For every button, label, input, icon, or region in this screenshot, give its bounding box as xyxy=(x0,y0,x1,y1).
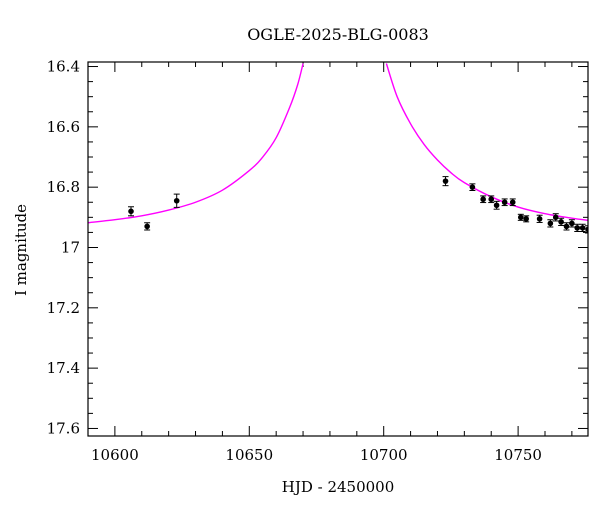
data-point xyxy=(442,178,449,184)
data-point xyxy=(558,219,564,225)
data-point xyxy=(552,214,559,221)
data-point xyxy=(574,225,581,231)
x-tick-label: 10750 xyxy=(494,446,542,464)
y-tick-label: 17.4 xyxy=(47,359,80,377)
data-point xyxy=(493,202,500,209)
data-point xyxy=(501,199,508,206)
data-point xyxy=(523,216,529,222)
chart-title: OGLE-2025-BLG-0083 xyxy=(247,25,429,44)
data-point xyxy=(488,196,495,203)
x-tick-label: 10700 xyxy=(360,446,408,464)
x-tick-label: 10600 xyxy=(91,446,139,464)
data-point xyxy=(480,196,486,203)
data-point xyxy=(585,226,588,233)
x-tick-label: 10650 xyxy=(225,446,273,464)
y-tick-label: 17.6 xyxy=(47,419,80,437)
plot-frame xyxy=(87,61,589,437)
data-point xyxy=(173,197,180,204)
data-point xyxy=(469,184,476,190)
y-tick-label: 16.6 xyxy=(47,118,80,136)
data-point xyxy=(128,208,134,215)
y-tick-label: 17.2 xyxy=(47,299,80,317)
y-tick-label: 16.8 xyxy=(47,178,80,196)
data-point xyxy=(569,220,575,227)
y-axis-label: I magnitude xyxy=(12,204,30,296)
data-point xyxy=(563,223,570,230)
model-curve-falling xyxy=(385,63,588,222)
data-point xyxy=(536,216,543,222)
y-tick-label: 16.4 xyxy=(47,58,80,76)
data-point xyxy=(517,214,524,221)
data-point xyxy=(509,199,516,206)
y-tick-label: 17 xyxy=(61,238,80,256)
data-point xyxy=(579,225,586,231)
model-curve-rising xyxy=(88,63,304,224)
data-point xyxy=(144,223,150,230)
x-axis-label: HJD - 2450000 xyxy=(282,478,395,496)
data-point xyxy=(547,220,554,227)
